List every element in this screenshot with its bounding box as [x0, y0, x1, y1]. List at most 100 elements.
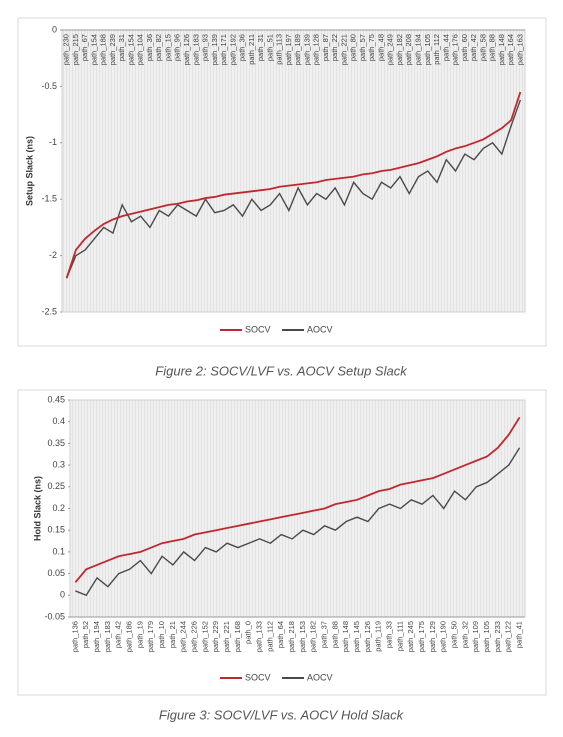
x-tick-label: path_218 [287, 621, 296, 652]
legend-label: AOCV [307, 672, 333, 682]
x-tick-label: path_48 [376, 34, 385, 61]
y-tick-label: 0 [52, 24, 57, 34]
x-tick-label: path_230 [62, 34, 71, 65]
x-tick-label: path_67 [80, 34, 89, 61]
x-tick-label: path_21 [168, 621, 177, 648]
x-tick-label: path_171 [219, 34, 228, 65]
x-tick-label: path_182 [395, 34, 404, 65]
x-tick-label: path_182 [309, 621, 318, 652]
x-tick-label: path_186 [125, 621, 134, 652]
x-tick-label: path_31 [117, 34, 126, 61]
x-tick-label: path_211 [247, 34, 256, 65]
x-tick-label: path_105 [482, 621, 491, 652]
x-tick-label: path_179 [146, 621, 155, 652]
x-tick-label: path_148 [497, 34, 506, 65]
plot-area [61, 29, 526, 313]
x-tick-label: path_32 [460, 621, 469, 648]
x-tick-label: path_208 [404, 34, 413, 65]
y-tick-label: 0.45 [47, 394, 65, 404]
x-tick-label: path_188 [99, 34, 108, 65]
x-tick-label: path_153 [298, 621, 307, 652]
x-tick-label: path_152 [200, 621, 209, 652]
x-tick-label: path_50 [450, 621, 459, 648]
y-axis-label: Hold Slack (ns) [32, 476, 42, 541]
x-tick-label: path_113 [275, 34, 284, 65]
x-tick-label: path_88 [488, 34, 497, 61]
x-tick-label: path_31 [256, 34, 265, 61]
y-axis-label: Setup Slack (ns) [24, 136, 34, 206]
x-tick-label: path_105 [423, 34, 432, 65]
plot-area [69, 399, 526, 618]
x-tick-label: path_33 [385, 621, 394, 648]
x-tick-label: path_221 [222, 621, 231, 652]
x-tick-label: path_175 [417, 621, 426, 652]
x-tick-label: path_57 [358, 34, 367, 61]
x-tick-label: path_226 [190, 621, 199, 652]
x-tick-label: path_10 [157, 621, 166, 648]
x-tick-label: path_58 [478, 34, 487, 61]
x-tick-label: path_168 [233, 621, 242, 652]
x-tick-label: path_122 [504, 621, 513, 652]
x-tick-label: path_129 [428, 621, 437, 652]
legend-label: SOCV [245, 672, 271, 682]
y-tick-label: 0.1 [52, 546, 65, 556]
x-tick-label: path_15 [163, 34, 172, 61]
x-tick-label: path_154 [126, 34, 135, 65]
x-tick-label: path_145 [352, 621, 361, 652]
y-tick-label: 0.25 [47, 481, 65, 491]
x-tick-label: path_233 [493, 621, 502, 652]
x-tick-label: path_75 [367, 34, 376, 61]
x-tick-label: path_192 [228, 34, 237, 65]
y-tick-label: 0.05 [47, 568, 65, 578]
x-tick-label: path_194 [92, 621, 101, 652]
x-tick-label: path_126 [182, 34, 191, 65]
x-tick-label: path_60 [460, 34, 469, 61]
y-tick-label: -0.5 [41, 81, 57, 91]
x-tick-label: path_111 [395, 621, 404, 651]
x-tick-label: path_183 [103, 621, 112, 652]
x-tick-label: path_139 [302, 34, 311, 65]
x-tick-label: path_0 [244, 621, 253, 644]
x-tick-label: path_96 [173, 34, 182, 61]
x-tick-label: path_93 [201, 34, 210, 61]
x-tick-label: path_36 [145, 34, 154, 61]
x-tick-label: path_82 [154, 34, 163, 61]
legend-label: SOCV [245, 324, 271, 334]
y-tick-label: 0.15 [47, 525, 65, 535]
x-tick-label: path_190 [439, 621, 448, 652]
series-line [65, 99, 522, 279]
x-tick-label: path_42 [469, 34, 478, 61]
x-tick-label: path_164 [506, 34, 515, 65]
x-tick-label: path_239 [108, 34, 117, 65]
y-tick-label: -0.05 [44, 611, 65, 621]
x-tick-label: path_109 [471, 621, 480, 652]
x-tick-label: path_197 [284, 34, 293, 65]
y-tick-label: 0 [60, 590, 65, 600]
y-tick-label: 0.3 [52, 459, 65, 469]
y-tick-label: 0.4 [52, 416, 65, 426]
x-tick-label: path_119 [374, 621, 383, 652]
x-tick-label: path_176 [451, 34, 460, 65]
y-tick-label: 0.2 [52, 503, 65, 513]
x-tick-label: path_189 [293, 34, 302, 65]
y-tick-label: 0.35 [47, 438, 65, 448]
x-tick-label: path_104 [136, 34, 145, 65]
figure-caption: Figure 3: SOCV/LVF vs. AOCV Hold Slack [159, 707, 405, 722]
x-tick-label: path_112 [432, 34, 441, 65]
x-tick-label: path_133 [255, 621, 264, 652]
x-tick-label: path_183 [191, 34, 200, 65]
x-tick-label: path_42 [114, 621, 123, 648]
x-tick-label: path_41 [515, 621, 524, 648]
x-tick-label: path_245 [406, 621, 415, 652]
x-tick-label: path_36 [238, 34, 247, 61]
x-tick-label: path_37 [320, 621, 329, 648]
x-tick-label: path_51 [265, 34, 274, 61]
x-tick-label: path_80 [349, 34, 358, 61]
x-tick-label: path_136 [70, 621, 79, 652]
x-tick-label: path_221 [339, 34, 348, 65]
x-tick-label: path_148 [341, 621, 350, 652]
series-line [74, 416, 521, 583]
x-tick-label: path_126 [363, 621, 372, 652]
x-tick-label: path_128 [312, 34, 321, 65]
